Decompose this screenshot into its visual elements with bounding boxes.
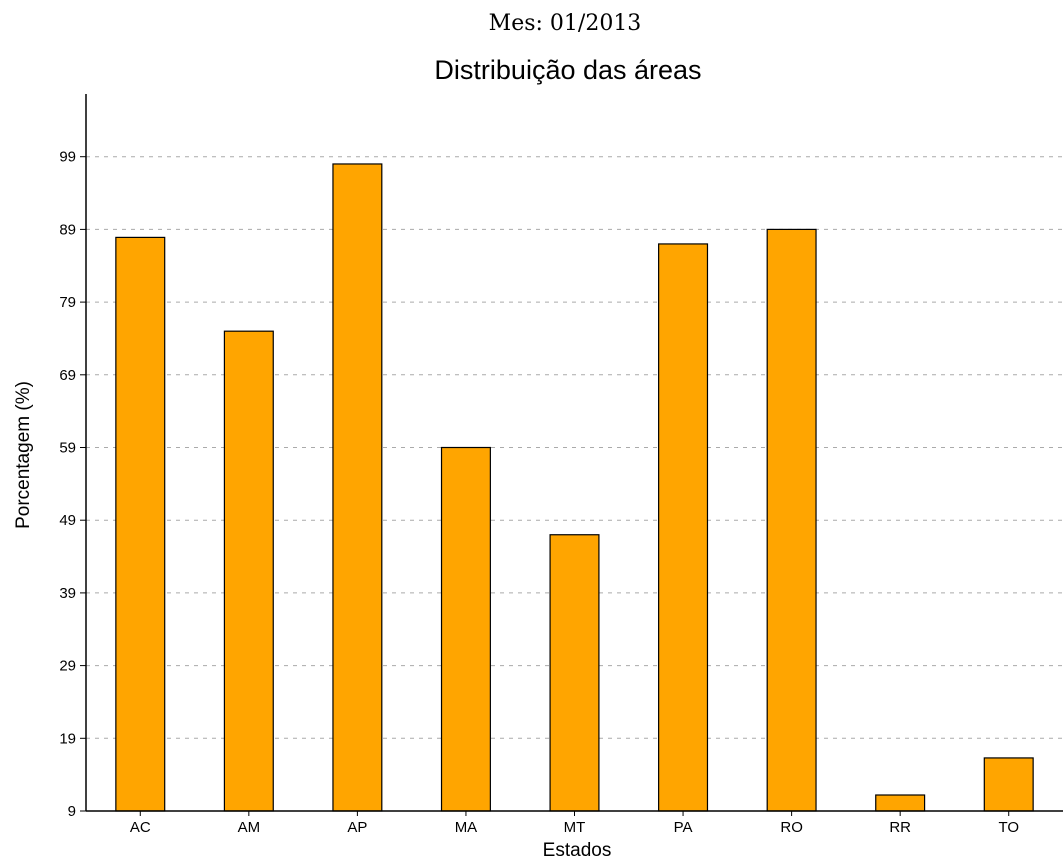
bar-ap	[332, 163, 383, 812]
x-tick-label: AP	[347, 819, 367, 836]
x-tick-label: RR	[889, 819, 911, 836]
bar-mt	[549, 534, 600, 812]
y-tick-label: 9	[68, 803, 76, 820]
bars	[115, 163, 1034, 812]
x-tick-label: PA	[674, 819, 693, 836]
x-tick-label: MA	[455, 819, 478, 836]
x-tick-label: TO	[998, 819, 1019, 836]
y-tick-label: 39	[59, 585, 76, 602]
y-axis-label: Porcentagem (%)	[13, 381, 34, 529]
y-tick-label: 49	[59, 512, 76, 529]
y-tick-label: 99	[59, 149, 76, 166]
bar-pa	[658, 243, 709, 812]
y-tick-label: 29	[59, 658, 76, 675]
x-tick-label: MT	[564, 819, 586, 836]
bar-ro	[766, 228, 817, 812]
y-tick-label: 59	[59, 440, 76, 457]
x-tick-label: AC	[130, 819, 151, 836]
x-axis-ticks: AC AM AP MA MT PA RO RR TO	[130, 811, 1019, 836]
y-tick-label: 19	[59, 730, 76, 747]
bar-ma	[440, 446, 491, 812]
bar-ac	[115, 236, 166, 812]
x-tick-label: RO	[780, 819, 803, 836]
y-tick-label: 79	[59, 294, 76, 311]
y-tick-label: 69	[59, 367, 76, 384]
bar-rr	[875, 794, 926, 812]
y-tick-label: 89	[59, 221, 76, 238]
x-axis-label: Estados	[543, 840, 612, 861]
y-axis-ticks: 9 19 29 39 49 59 69 79 89 99	[59, 149, 86, 820]
chart-supertitle: Mes: 01/2013	[489, 11, 642, 36]
bar-am	[223, 330, 274, 812]
x-tick-label: AM	[238, 819, 261, 836]
bar-to	[983, 757, 1034, 812]
chart-title: Distribuição das áreas	[434, 55, 701, 85]
